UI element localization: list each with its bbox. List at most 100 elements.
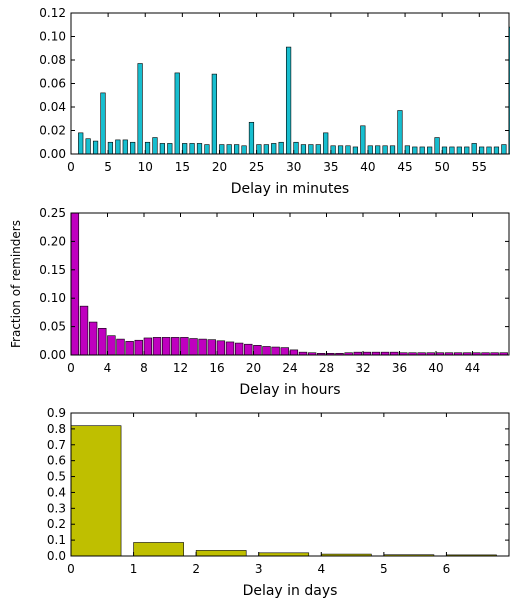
- minutes-bar: [360, 125, 366, 155]
- minutes-bar: [464, 146, 470, 155]
- days-y-tick-label: 0.0: [47, 549, 66, 563]
- hours-bar: [125, 341, 134, 356]
- minutes-bar: [367, 145, 373, 155]
- minutes-x-tick-label: 0: [67, 160, 75, 174]
- days-bar: [195, 550, 247, 557]
- hours-bar: [98, 327, 107, 356]
- minutes-bar: [122, 139, 128, 155]
- minutes-x-tick-label: 55: [472, 160, 487, 174]
- minutes-bar: [323, 132, 329, 155]
- minutes-bar: [300, 144, 307, 155]
- hours-bar: [234, 342, 244, 356]
- minutes-x-axis-label: Delay in minutes: [231, 181, 349, 197]
- minutes-bar: [167, 143, 173, 155]
- hours-x-tick-label: 32: [355, 361, 370, 375]
- minutes-x-tick-label: 15: [175, 160, 190, 174]
- minutes-bar: [152, 137, 158, 155]
- hours-bar: [280, 347, 289, 356]
- hours-bar: [107, 335, 116, 356]
- hours-bar: [271, 346, 280, 356]
- minutes-x-tick-label: 50: [435, 160, 450, 174]
- hours-x-tick-label: 36: [392, 361, 407, 375]
- days-y-tick-label: 0.7: [47, 438, 66, 452]
- hours-bar: [216, 340, 226, 356]
- minutes-bar: [196, 143, 203, 155]
- minutes-bar: [315, 144, 321, 155]
- minutes-bar: [137, 63, 143, 155]
- hours-y-tick-label: 0.05: [39, 320, 66, 334]
- minutes-bar: [419, 146, 425, 155]
- minutes-bar: [144, 141, 151, 155]
- hours-bar: [116, 338, 125, 356]
- minutes-x-tick-label: 20: [212, 160, 227, 174]
- minutes-bar: [375, 145, 381, 155]
- hours-x-tick-label: 8: [140, 361, 148, 375]
- hours-x-tick-label: 28: [319, 361, 334, 375]
- days-bar: [70, 425, 122, 557]
- hours-bar: [171, 337, 180, 356]
- minutes-bar: [389, 145, 396, 155]
- days-axes-frame: [70, 412, 510, 557]
- minutes-x-tick-label: 45: [397, 160, 412, 174]
- minutes-bar: [479, 146, 485, 155]
- minutes-bar: [92, 140, 99, 155]
- hours-y-axis-label: Fraction of reminders: [9, 220, 23, 348]
- minutes-bar: [493, 146, 500, 155]
- minutes-bar: [219, 144, 225, 155]
- minutes-x-tick-label: 25: [249, 160, 264, 174]
- minutes-bar: [449, 146, 455, 155]
- minutes-bar: [404, 145, 410, 155]
- minutes-chart: 0.00 0.02 0.04 0.06 0.08 0.10 0.12 0 5 10 15 20 25 30…: [39, 6, 510, 197]
- minutes-bar: [434, 137, 440, 155]
- hours-bar: [207, 339, 216, 356]
- hours-chart: 0.00 0.05 0.10 0.15 0.20 0.25 0 4 8 12 16 20 24 28 32 3…: [9, 206, 510, 398]
- days-x-tick-label: 2: [192, 562, 200, 576]
- days-x-tick-label: 1: [130, 562, 138, 576]
- minutes-bar: [412, 146, 418, 155]
- minutes-bar: [204, 144, 210, 155]
- days-y-tick-label: 0.2: [47, 517, 66, 531]
- days-chart: 0.0 0.1 0.2 0.3 0.40.5 0.6 0.7 0.8 0.9 0 1 2 3 4 5 6 Del…: [47, 406, 510, 599]
- minutes-bar: [397, 110, 403, 155]
- hours-y-tick-label: 0.25: [39, 206, 66, 220]
- hours-bar: [189, 338, 198, 356]
- days-x-tick-label: 4: [317, 562, 325, 576]
- hours-bar: [289, 349, 299, 356]
- hours-bar: [262, 346, 271, 356]
- minutes-bar: [107, 141, 114, 155]
- hours-x-tick-label: 44: [465, 361, 480, 375]
- minutes-x-tick-label: 40: [360, 160, 375, 174]
- minutes-bar: [271, 143, 277, 155]
- hours-bar: [198, 338, 207, 356]
- hours-y-tick-label: 0.10: [39, 291, 66, 305]
- days-bar: [133, 542, 184, 557]
- hours-bar: [134, 339, 143, 356]
- days-y-tick-label: 0.6: [47, 454, 66, 468]
- days-y-tick-label: 0.9: [47, 406, 66, 420]
- hours-y-tick-label: 0.00: [39, 348, 66, 362]
- hours-axes-frame: [70, 212, 510, 356]
- days-x-tick-label: 5: [380, 562, 388, 576]
- minutes-bar: [159, 143, 165, 155]
- minutes-x-tick-label: 35: [323, 160, 338, 174]
- hours-x-tick-label: 12: [173, 361, 188, 375]
- minutes-y-tick-label: 0.08: [39, 53, 66, 67]
- minutes-bar: [352, 146, 359, 155]
- hours-bar: [79, 305, 89, 356]
- minutes-bar: [285, 46, 292, 155]
- minutes-bar: [486, 146, 492, 155]
- minutes-bar: [174, 72, 180, 155]
- minutes-bar: [427, 146, 433, 155]
- minutes-bar: [100, 92, 106, 155]
- days-x-tick-label: 0: [67, 562, 75, 576]
- hours-x-tick-label: 24: [282, 361, 297, 375]
- minutes-bar: [182, 143, 188, 155]
- hours-bar: [70, 212, 80, 356]
- minutes-bar: [241, 145, 247, 155]
- days-y-tick-label: 0.5: [47, 470, 66, 484]
- hours-y-tick-label: 0.20: [39, 234, 66, 248]
- minutes-bar: [293, 141, 299, 155]
- minutes-bar: [337, 145, 344, 155]
- minutes-bar: [130, 141, 136, 155]
